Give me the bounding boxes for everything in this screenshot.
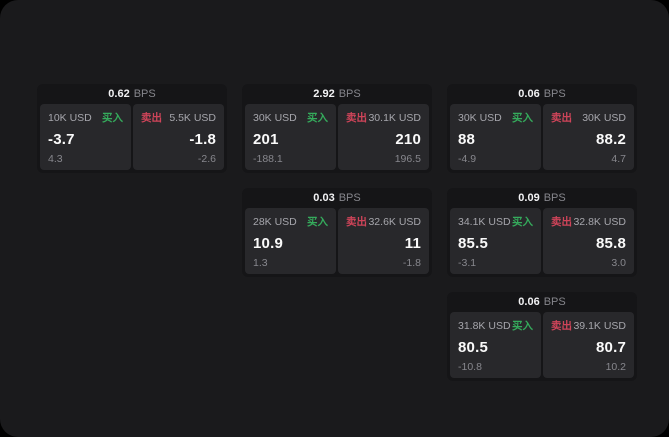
sell-label: 卖出: [551, 320, 572, 332]
buy-panel[interactable]: 30K USD 买入 201 -188.1: [245, 104, 336, 170]
buy-delta: 4.3: [48, 153, 63, 165]
bps-header: 2.92 BPS: [245, 84, 429, 104]
sell-delta: -1.8: [402, 257, 421, 269]
bps-header: 0.09 BPS: [450, 188, 634, 208]
buy-price: 201: [253, 130, 279, 148]
sell-panel[interactable]: 卖出 5.5K USD -1.8 -2.6: [133, 104, 224, 170]
bps-unit: BPS: [543, 296, 566, 308]
quote-card-4: 0.03 BPS 28K USD 买入 10.9 1.3 卖出 32.6K US…: [242, 188, 432, 277]
buy-amount: 34.1K USD: [458, 215, 511, 228]
sell-price: 210: [395, 130, 421, 148]
buy-amount: 28K USD: [253, 215, 297, 228]
buy-price: 80.5: [458, 338, 488, 356]
bps-value: 0.06: [518, 296, 540, 308]
buy-label: 买入: [307, 216, 328, 228]
sell-price: 80.7: [596, 338, 626, 356]
sell-label: 卖出: [141, 112, 162, 124]
quote-card-3: 0.06 BPS 30K USD 买入 88 -4.9 卖出 30K USD: [447, 84, 637, 173]
bps-value: 0.03: [313, 192, 335, 204]
sell-panel[interactable]: 卖出 30K USD 88.2 4.7: [543, 104, 634, 170]
buy-delta: 1.3: [253, 257, 268, 269]
quote-card-body: 31.8K USD 买入 80.5 -10.8 卖出 39.1K USD 80.…: [450, 312, 634, 378]
bps-header: 0.62 BPS: [40, 84, 224, 104]
bps-unit: BPS: [543, 88, 566, 100]
buy-panel[interactable]: 34.1K USD 买入 85.5 -3.1: [450, 208, 541, 274]
quote-card-body: 28K USD 买入 10.9 1.3 卖出 32.6K USD 11 -1.8: [245, 208, 429, 274]
bps-value: 0.09: [518, 192, 540, 204]
sell-price: 85.8: [596, 234, 626, 252]
buy-panel[interactable]: 31.8K USD 买入 80.5 -10.8: [450, 312, 541, 378]
sell-price: 88.2: [596, 130, 626, 148]
buy-amount: 31.8K USD: [458, 319, 511, 332]
sell-delta: 4.7: [611, 153, 626, 165]
quote-card-5: 0.09 BPS 34.1K USD 买入 85.5 -3.1 卖出 32.8K…: [447, 188, 637, 277]
sell-delta: -2.6: [197, 153, 216, 165]
buy-label: 买入: [512, 112, 533, 124]
sell-panel[interactable]: 卖出 32.8K USD 85.8 3.0: [543, 208, 634, 274]
quote-card-1: 0.62 BPS 10K USD 买入 -3.7 4.3 卖出 5.5K USD: [37, 84, 227, 173]
quote-card-body: 10K USD 买入 -3.7 4.3 卖出 5.5K USD -1.8 -2.…: [40, 104, 224, 170]
sell-amount: 30.1K USD: [368, 111, 421, 124]
sell-label: 卖出: [551, 216, 572, 228]
buy-label: 买入: [307, 112, 328, 124]
buy-panel[interactable]: 28K USD 买入 10.9 1.3: [245, 208, 336, 274]
sell-panel[interactable]: 卖出 39.1K USD 80.7 10.2: [543, 312, 634, 378]
buy-amount: 30K USD: [458, 111, 502, 124]
quote-card-body: 30K USD 买入 88 -4.9 卖出 30K USD 88.2 4.7: [450, 104, 634, 170]
buy-delta: -10.8: [458, 361, 482, 373]
quote-card-2: 2.92 BPS 30K USD 买入 201 -188.1 卖出 30.1K …: [242, 84, 432, 173]
quote-card-body: 34.1K USD 买入 85.5 -3.1 卖出 32.8K USD 85.8…: [450, 208, 634, 274]
bps-unit: BPS: [133, 88, 156, 100]
sell-amount: 5.5K USD: [169, 111, 216, 124]
bps-unit: BPS: [338, 192, 361, 204]
quote-grid: 0.62 BPS 10K USD 买入 -3.7 4.3 卖出 5.5K USD: [37, 84, 637, 381]
bps-header: 0.06 BPS: [450, 84, 634, 104]
bps-header: 0.06 BPS: [450, 292, 634, 312]
bps-header: 0.03 BPS: [245, 188, 429, 208]
quote-card-body: 30K USD 买入 201 -188.1 卖出 30.1K USD 210 1…: [245, 104, 429, 170]
buy-price: 88: [458, 130, 476, 148]
bps-value: 0.62: [108, 88, 130, 100]
sell-label: 卖出: [346, 112, 367, 124]
buy-panel[interactable]: 30K USD 买入 88 -4.9: [450, 104, 541, 170]
sell-delta: 10.2: [605, 361, 626, 373]
sell-panel[interactable]: 卖出 32.6K USD 11 -1.8: [338, 208, 429, 274]
sell-price: -1.8: [189, 130, 216, 148]
buy-price: 10.9: [253, 234, 283, 252]
buy-delta: -4.9: [458, 153, 477, 165]
buy-amount: 30K USD: [253, 111, 297, 124]
bps-value: 0.06: [518, 88, 540, 100]
buy-amount: 10K USD: [48, 111, 92, 124]
bps-unit: BPS: [338, 88, 361, 100]
buy-price: 85.5: [458, 234, 488, 252]
sell-label: 卖出: [551, 112, 572, 124]
buy-delta: -3.1: [458, 257, 477, 269]
buy-label: 买入: [102, 112, 123, 124]
sell-delta: 196.5: [394, 153, 421, 165]
bps-value: 2.92: [313, 88, 335, 100]
buy-price: -3.7: [48, 130, 75, 148]
sell-amount: 32.8K USD: [573, 215, 626, 228]
sell-panel[interactable]: 卖出 30.1K USD 210 196.5: [338, 104, 429, 170]
buy-label: 买入: [512, 320, 533, 332]
sell-amount: 32.6K USD: [368, 215, 421, 228]
sell-delta: 3.0: [611, 257, 626, 269]
buy-panel[interactable]: 10K USD 买入 -3.7 4.3: [40, 104, 131, 170]
sell-label: 卖出: [346, 216, 367, 228]
sell-price: 11: [404, 234, 421, 252]
buy-delta: -188.1: [253, 153, 283, 165]
bps-unit: BPS: [543, 192, 566, 204]
sell-amount: 30K USD: [582, 111, 626, 124]
sell-amount: 39.1K USD: [573, 319, 626, 332]
quote-card-6: 0.06 BPS 31.8K USD 买入 80.5 -10.8 卖出 39.1…: [447, 292, 637, 381]
buy-label: 买入: [512, 216, 533, 228]
